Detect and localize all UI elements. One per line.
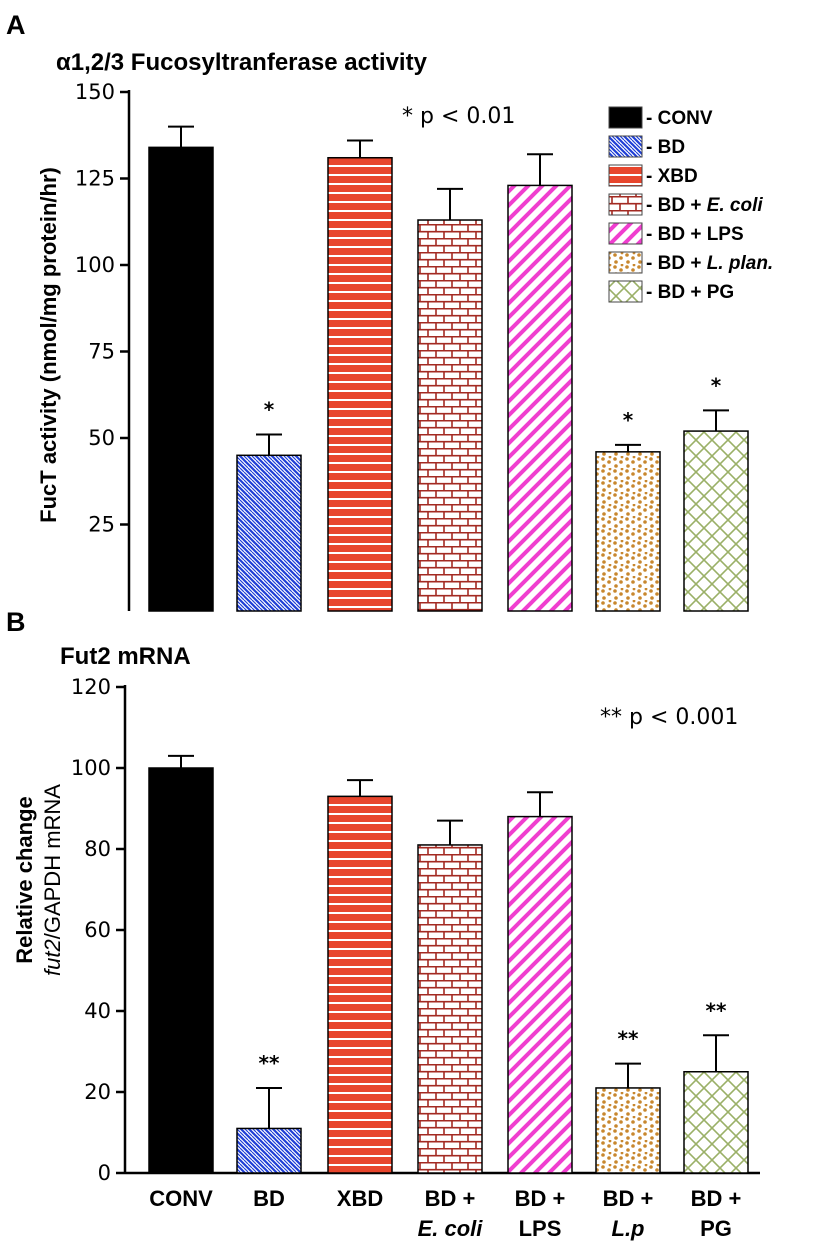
panel-b-ylabel-line2: fut2/GAPDH mRNA [40,784,65,976]
legend-label-bd-lps: - BD + LPS [646,224,744,245]
x-label-bd-lps-line1: BD + [515,1186,566,1211]
panel-b-ytick-label-60: 60 [84,918,111,942]
panel-b-bars: ** ** ** [148,754,749,1174]
panel-a-bars: * * * [148,125,749,612]
panel-a-pvalue-note: * p < 0.01 [402,104,515,129]
legend-swatch-bd [608,135,643,158]
panel-b-ytick-label-80: 80 [84,837,111,861]
panel-b-bar-bd-lps [507,815,573,1174]
panel-a-ytick-label-25: 25 [88,513,115,537]
panel-a-error-bar-bd-lps [527,153,553,186]
panel-b-ylabel-line1: Relative change [12,796,37,964]
panel-b-error-bar-conv [168,754,194,768]
panel-b-error-bar-bd-lps [527,791,553,817]
legend-swatch-conv [608,106,643,129]
panel-a-axis: 25 50 75 100 125 150 [75,80,131,611]
panel-b-ytick-label-120: 120 [71,675,111,699]
panel-a-ytick-label-150: 150 [75,80,115,104]
x-label-bd-e-coli-line2: E. coli [418,1216,484,1241]
x-label-bd-l-p-line2: L.p [612,1216,645,1241]
panel-a-bar-bd-lps [507,184,573,612]
panel-a-error-bar-bd-l-plan [615,443,641,452]
panel-b-ytick-label-0: 0 [98,1161,111,1185]
panel-a-error-bar-bd-e-coli [437,187,463,221]
x-label-conv-line1: CONV [149,1186,213,1211]
panel-b-ytick-label-100: 100 [71,756,111,780]
panel-a-error-bar-bd-pg [703,409,729,432]
panel-b-pvalue-note: ** p < 0.001 [600,705,738,730]
legend-label-conv: - CONV [646,108,713,129]
legend-label-bd-e-coli: - BD + E. coli [646,195,763,216]
panel-a-ytick-label-50: 50 [88,426,115,450]
panel-b-error-bar-bd-e-coli [437,819,463,845]
legend-label-bd-pg: - BD + PG [646,282,734,303]
x-label-bd-l-p-line1: BD + [603,1186,654,1211]
panel-a-bar-bd-e-coli [417,219,483,612]
panel-a-bar-bd-pg [683,430,749,612]
panel-a-significance-bd-l-plan: * [623,408,634,432]
panel-a-title: α1,2/3 Fucosyltranferase activity [56,49,428,76]
panel-b-error-bar-bd-pg [703,1034,729,1072]
legend-label-bd: - BD [646,137,685,158]
panel-b-title: Fut2 mRNA [60,643,191,670]
panel-a-error-bar-xbd [347,139,373,158]
legend-swatch-xbd [608,164,643,187]
panel-a-ytick-label-100: 100 [75,253,115,277]
panel-b-bar-xbd [327,795,393,1174]
panel-b-label: B [6,607,26,637]
panel-b-bar-bd-l-p [595,1087,661,1174]
panel-b-error-bar-xbd [347,779,373,797]
panel-b-ylabel-gene: fut2 [40,939,65,976]
legend-swatch-bd-lps [608,222,643,245]
legend-label-xbd: - XBD [646,166,698,187]
panel-b-ytick-label-20: 20 [84,1080,111,1104]
panel-a-error-bar-conv [168,125,194,148]
panel-b-bar-bd-e-coli [417,844,483,1174]
x-label-bd-pg-line1: BD + [691,1186,742,1211]
legend-swatch-bd-pg [608,280,643,303]
panel-b-significance-bd-l-p: ** [618,1027,639,1051]
panel-b-error-bar-bd-l-p [615,1062,641,1088]
panel-b-error-bar-bd [256,1086,282,1129]
panel-b-significance-bd: ** [259,1051,280,1075]
panel-b-ylabel-rest: /GAPDH mRNA [40,784,65,940]
panel-b-significance-bd-pg: ** [706,998,727,1022]
panel-a-significance-bd-pg: * [711,373,722,397]
panel-a-label: A [6,10,26,40]
panel-b-bar-bd-pg [683,1071,749,1174]
panel-b-bar-bd [236,1127,302,1174]
panel-a-ylabel: FucT activity (nmol/mg protein/hr) [36,167,61,523]
panel-a-ytick-label-75: 75 [88,340,115,364]
x-label-xbd-line1: XBD [337,1186,383,1211]
panel-a-error-bar-bd [256,433,282,456]
panel-b-bar-conv [148,767,214,1174]
panel-a-bar-xbd [327,156,393,612]
panel-a-ytick-label-125: 125 [75,167,115,191]
panel-a-bar-conv [148,146,214,612]
legend-swatch-bd-e-coli [608,193,643,216]
panel-a-significance-bd: * [264,398,275,422]
panel-a-bar-bd-l-plan [595,451,661,612]
x-label-bd-pg-line2: PG [700,1216,732,1241]
panel-b-x-labels: CONV BD XBD BD + E. coli BD + LPS BD + L.p BD + PG [149,1186,741,1241]
panel-a-bar-bd [236,454,302,612]
x-label-bd-e-coli-line1: BD + [425,1186,476,1211]
panel-b-ytick-label-40: 40 [84,999,111,1023]
panel-b-ylabel: Relative change fut2/GAPDH mRNA [12,784,65,976]
panel-a-legend: - CONV - BD - XBD - BD + E. coli - BD + LPS -… [608,106,773,303]
x-label-bd-line1: BD [253,1186,285,1211]
legend-swatch-bd-l-plan [608,251,643,274]
legend-label-bd-l-plan: - BD + L. plan. [646,253,773,274]
x-label-bd-lps-line2: LPS [519,1216,562,1241]
